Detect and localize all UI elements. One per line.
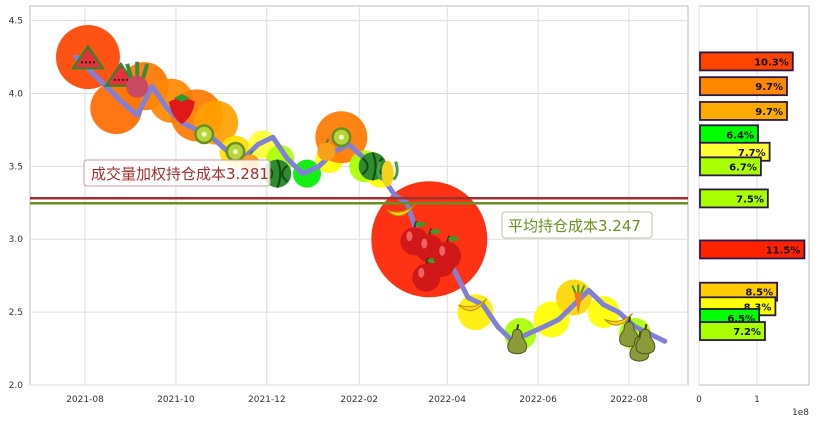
radish-icon xyxy=(125,61,150,98)
bar-x-tick-label: 0 xyxy=(696,395,702,405)
strawberry-icon xyxy=(168,94,195,124)
volume-bar-label: 6.5% xyxy=(727,314,755,325)
volume-bar xyxy=(699,156,762,177)
volume-bar xyxy=(699,101,788,121)
x-tick-label: 2021-10 xyxy=(157,395,195,405)
volume-bar-label: 8.5% xyxy=(745,288,773,299)
x-tick-label: 2021-12 xyxy=(248,395,286,405)
y-tick-label: 2.5 xyxy=(9,308,23,318)
volume-bar-label: 6.4% xyxy=(726,130,754,141)
volume-bar xyxy=(699,239,806,260)
x-tick-label: 2022-08 xyxy=(610,395,648,405)
volume-bar-label: 9.7% xyxy=(755,107,783,118)
bar-x-tick-label: 1 xyxy=(754,395,760,405)
volume-bar-label: 9.7% xyxy=(755,82,783,93)
corn-icon xyxy=(376,160,399,187)
kiwi-icon xyxy=(225,141,246,162)
volume-bar-label: 7.7% xyxy=(738,148,766,159)
banana-icon xyxy=(604,313,634,326)
volume-bar-label: 7.5% xyxy=(736,194,764,205)
volume-bar xyxy=(699,76,788,97)
x-tick-label: 2022-04 xyxy=(428,395,466,405)
y-tick-label: 3.5 xyxy=(9,162,23,172)
volume-bar-panel: 0 1 1e8 10.3% 9.7% 9.7% 6.4% 7.7% 6.7% 7.5% 11.5% 8… xyxy=(696,5,810,418)
kiwi-icon xyxy=(331,127,352,148)
y-tick-label: 2.0 xyxy=(9,381,24,391)
average-cost-label: 平均持仓成本3.247 xyxy=(508,217,641,235)
price-chart-panel: 2021-08 2021-10 2021-12 2022-02 2022-04 2022-… xyxy=(9,5,689,405)
bar-x-exponent: 1e8 xyxy=(792,408,809,418)
pear-icon xyxy=(619,316,639,347)
banana-icon xyxy=(458,298,487,312)
carrot-icon xyxy=(571,284,586,315)
x-tick-label: 2021-08 xyxy=(66,395,104,405)
plot-content xyxy=(55,25,668,362)
watermelon-slice-icon xyxy=(71,44,105,70)
x-tick-label: 2022-02 xyxy=(340,395,378,405)
volume-bar xyxy=(699,321,766,341)
volume-bar-label: 6.7% xyxy=(729,162,757,173)
volume-bar-label: 10.3% xyxy=(754,57,789,68)
y-tick-label: 3.0 xyxy=(9,235,24,245)
bubble-mark xyxy=(587,296,620,329)
y-tick-label: 4.5 xyxy=(9,17,23,27)
volume-bar-label: 7.2% xyxy=(733,327,761,338)
x-tick-label: 2022-06 xyxy=(519,395,557,405)
apple-icon xyxy=(433,235,462,270)
volume-bar-label: 11.5% xyxy=(766,245,801,256)
pear-icon xyxy=(507,324,528,355)
kiwi-icon xyxy=(194,124,215,145)
orange-icon xyxy=(317,138,336,161)
y-tick-label: 4.0 xyxy=(9,89,24,99)
weighted-cost-label: 成交量加权持仓成本3.281 xyxy=(91,165,269,183)
bubble-mark xyxy=(555,279,592,316)
volume-bar xyxy=(699,51,794,72)
pear-icon xyxy=(635,324,656,355)
weighted-cost-label-box xyxy=(83,159,271,187)
average-cost-label-box xyxy=(501,211,653,239)
volume-bar-label: 8.3% xyxy=(744,302,772,313)
volume-bar xyxy=(699,188,769,209)
